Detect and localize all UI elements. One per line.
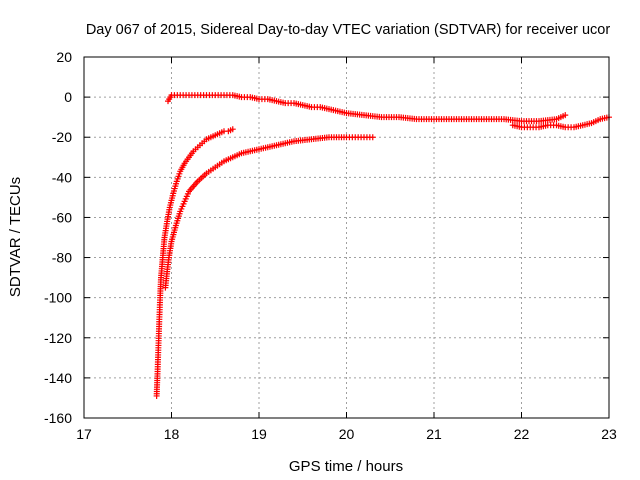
track-marker [214, 131, 221, 138]
track-marker [244, 94, 251, 101]
track-marker [349, 134, 356, 141]
track-marker [201, 138, 208, 145]
track-marker [280, 99, 287, 106]
tick-labels: 17 18 19 20 21 22 23 -160 -140 -120 -100 -80 -60 -40 -… [44, 49, 617, 442]
x-tick-label: 18 [164, 426, 180, 442]
track-marker [577, 122, 584, 129]
axis-ticks [83, 56, 610, 419]
x-tick-label: 22 [514, 426, 530, 442]
track-marker [341, 109, 348, 116]
track-marker [227, 127, 234, 134]
y-tick-label: -120 [44, 330, 72, 346]
series-arc-upper [165, 92, 569, 125]
x-tick-label: 21 [426, 426, 442, 442]
track-marker [560, 113, 567, 120]
track-marker [314, 104, 321, 111]
track-marker [366, 134, 373, 141]
track-marker [271, 142, 278, 149]
track-marker [341, 134, 347, 141]
track-marker [262, 144, 269, 151]
track-marker [167, 94, 174, 101]
track-marker [306, 103, 313, 110]
track-marker [192, 146, 199, 153]
track-marker [288, 100, 295, 107]
track-marker [551, 116, 558, 123]
track-marker [183, 92, 190, 99]
track-marker [176, 170, 183, 177]
x-axis-title: GPS time / hours [289, 458, 403, 475]
track-marker [205, 135, 212, 142]
track-marker [218, 92, 225, 99]
y-tick-label: -40 [52, 169, 72, 185]
track-marker [524, 124, 531, 131]
y-tick-label: -20 [52, 129, 72, 145]
track-marker [253, 95, 260, 102]
series-arc-right [509, 114, 612, 131]
track-marker [166, 206, 173, 213]
series-arc-left [153, 126, 236, 399]
track-marker [191, 92, 198, 99]
track-marker [200, 92, 207, 99]
x-tick-label: 17 [76, 426, 92, 442]
track-marker [172, 224, 179, 231]
y-axis-title: SDTVAR / TECUs [7, 177, 24, 297]
track-marker [542, 122, 549, 129]
series-arc-middle [162, 134, 376, 291]
y-tick-label: 20 [56, 49, 72, 65]
track-marker [227, 155, 234, 162]
track-marker [560, 123, 567, 130]
track-marker [568, 124, 575, 131]
track-marker [210, 133, 217, 140]
y-tick-label: -160 [44, 410, 72, 426]
track-marker [261, 96, 268, 103]
track-marker [253, 146, 260, 153]
y-tick-label: 0 [64, 89, 72, 105]
track-marker [209, 92, 216, 99]
track-marker [188, 150, 195, 157]
track-marker [196, 142, 203, 149]
track-marker [193, 180, 200, 187]
track-marker [210, 165, 217, 172]
track-marker [533, 124, 540, 131]
track-marker [184, 190, 191, 197]
x-tick-label: 20 [339, 426, 355, 442]
y-tick-label: -140 [44, 370, 72, 386]
track-marker [271, 97, 278, 104]
data-points [153, 92, 612, 399]
track-marker [550, 122, 557, 129]
track-marker [245, 148, 252, 155]
track-marker [297, 101, 304, 108]
track-marker [236, 151, 243, 158]
track-marker [226, 92, 233, 99]
track-marker [165, 256, 172, 263]
y-tick-label: -60 [52, 209, 72, 225]
track-marker [323, 105, 330, 112]
track-marker [173, 180, 180, 187]
y-tick-label: -80 [52, 250, 72, 266]
track-marker [358, 134, 365, 141]
track-marker [218, 159, 225, 166]
track-marker [516, 123, 523, 130]
track-marker [174, 92, 181, 99]
track-marker [184, 156, 191, 163]
track-marker [586, 120, 593, 127]
track-marker [168, 240, 175, 247]
track-marker [201, 171, 208, 178]
track-marker [176, 210, 183, 217]
track-marker [236, 93, 243, 100]
track-marker [169, 192, 176, 199]
y-tick-label: -100 [44, 290, 72, 306]
chart-title: Day 067 of 2015, Sidereal Day-to-day VTE… [86, 22, 611, 38]
track-marker [288, 138, 295, 145]
track-marker [180, 162, 187, 169]
x-tick-label: 23 [601, 426, 617, 442]
track-marker [218, 129, 225, 136]
track-marker [163, 220, 170, 227]
x-tick-label: 19 [251, 426, 267, 442]
track-marker [332, 107, 339, 114]
track-marker [595, 117, 602, 124]
track-marker [180, 200, 187, 207]
